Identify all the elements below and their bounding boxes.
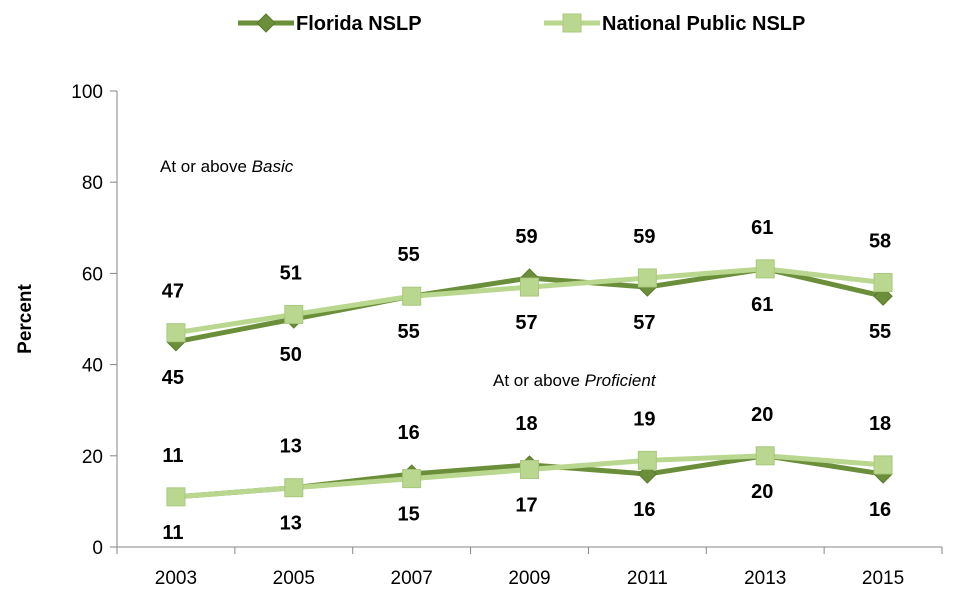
y-tick-label: 40 (82, 356, 103, 377)
data-point-national-basic (755, 259, 775, 279)
annotation-proficient: At or above Proficient (493, 371, 657, 390)
data-point-national-proficient (637, 450, 657, 470)
data-label-florida-basic: 50 (280, 344, 302, 366)
data-point-national-proficient (402, 469, 422, 489)
legend-marker (562, 13, 582, 33)
legend-label: National Public NSLP (602, 13, 805, 35)
data-point-national-basic (402, 286, 422, 306)
data-label-florida-basic: 61 (751, 294, 773, 316)
legend-item-florida: Florida NSLP (238, 13, 422, 35)
legend-label: Florida NSLP (296, 13, 422, 35)
data-point-national-proficient (755, 446, 775, 466)
data-label-florida-proficient: 18 (515, 413, 537, 435)
x-tick-label: 2015 (862, 568, 904, 589)
x-tick-label: 2009 (508, 568, 550, 589)
x-tick-label: 2011 (627, 568, 668, 589)
data-label-florida-basic: 45 (162, 367, 184, 389)
y-tick-label: 60 (82, 264, 103, 285)
data-label-national-proficient: 17 (515, 494, 537, 516)
data-label-florida-proficient: 16 (869, 499, 891, 521)
data-label-florida-basic: 55 (398, 321, 420, 343)
series-lines (166, 259, 893, 507)
data-label-florida-basic: 57 (633, 312, 655, 334)
data-point-national-basic (873, 273, 893, 293)
data-point-national-basic (284, 304, 304, 324)
data-point-national-proficient (520, 459, 539, 479)
data-label-national-basic: 47 (162, 281, 184, 303)
data-point-national-basic (520, 277, 539, 297)
legend-item-national: National Public NSLP (544, 13, 805, 35)
data-point-national-proficient (166, 487, 186, 507)
data-label-national-proficient: 18 (869, 413, 891, 435)
y-tick-label: 100 (71, 82, 103, 103)
data-point-national-proficient (873, 455, 893, 475)
data-label-florida-proficient: 13 (280, 513, 302, 535)
x-tick-label: 2005 (273, 568, 315, 589)
data-point-national-proficient (284, 478, 304, 498)
y-tick-label: 80 (82, 173, 103, 194)
data-label-national-proficient: 19 (633, 408, 655, 430)
x-tick-label: 2013 (744, 568, 786, 589)
x-tick-label: 2007 (391, 568, 433, 589)
data-label-national-basic: 58 (869, 231, 891, 253)
annotations: At or above Basic At or above Proficient (160, 157, 657, 390)
data-label-national-proficient: 15 (398, 504, 420, 526)
y-tick-label: 20 (82, 447, 103, 468)
data-label-florida-basic: 55 (869, 321, 891, 343)
data-labels: 47 45 51 50 55 55 57 59 59 57 61 61 58 55 11 11 13 13 15 16… (162, 217, 891, 544)
data-label-national-basic: 55 (398, 244, 420, 266)
legend-marker (256, 13, 276, 33)
data-label-florida-proficient: 20 (751, 481, 773, 503)
data-point-national-basic (637, 268, 657, 288)
x-tick-label: 2003 (155, 568, 197, 589)
data-label-florida-proficient: 11 (162, 522, 183, 544)
data-point-national-basic (166, 323, 186, 343)
data-label-national-basic: 51 (280, 262, 302, 284)
data-label-florida-basic: 59 (515, 226, 537, 248)
data-label-florida-proficient: 16 (633, 499, 655, 521)
legend: Florida NSLP National Public NSLP (238, 13, 805, 35)
data-label-national-basic: 61 (751, 217, 773, 239)
data-label-national-basic: 57 (515, 312, 537, 334)
data-label-national-proficient: 13 (280, 436, 302, 458)
data-label-florida-proficient: 16 (398, 422, 420, 444)
y-tick-label: 0 (92, 538, 103, 559)
data-label-national-proficient: 20 (751, 404, 773, 426)
data-label-national-proficient: 11 (162, 445, 183, 467)
y-axis-label: Percent (15, 283, 36, 353)
data-label-national-basic: 59 (633, 226, 655, 248)
annotation-basic: At or above Basic (160, 157, 294, 176)
